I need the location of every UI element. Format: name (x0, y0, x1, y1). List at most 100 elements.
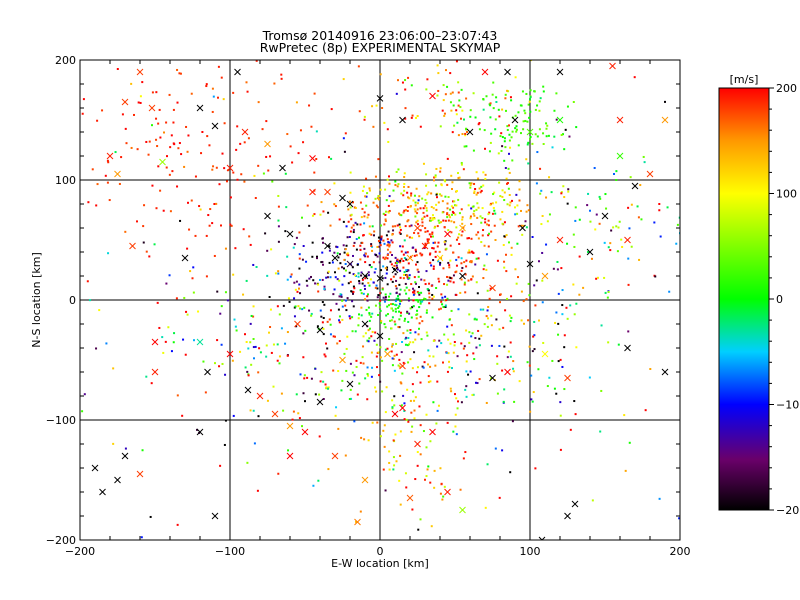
data-point-dot (404, 337, 407, 340)
data-point-dot (374, 267, 377, 270)
data-point-dot (416, 464, 419, 467)
data-point-dot (433, 469, 436, 472)
data-point-dot (341, 318, 344, 321)
data-point-dot (509, 471, 512, 474)
data-point-x (541, 272, 549, 280)
data-point-dot (421, 365, 424, 368)
data-point-dot (394, 285, 397, 288)
data-point-dot (387, 299, 390, 301)
data-point-dot (479, 215, 482, 218)
data-point-dot (322, 317, 325, 319)
data-point-dot (352, 285, 355, 288)
data-point-dot (185, 125, 188, 128)
data-point-dot (319, 213, 322, 216)
data-point-dot (478, 337, 481, 340)
data-point-dot (447, 352, 450, 355)
data-point-dot (460, 234, 463, 237)
data-point-dot (551, 146, 554, 149)
data-point-dot (526, 361, 529, 364)
data-point-dot (383, 424, 386, 427)
data-point-dot (342, 244, 345, 247)
data-point-dot (379, 299, 382, 302)
data-point-dot (421, 300, 424, 303)
data-point-dot (347, 254, 350, 257)
data-point-dot (404, 88, 407, 91)
data-point-dot (545, 122, 548, 125)
data-point-dot (511, 130, 514, 133)
data-point-dot (217, 96, 219, 99)
data-point-dot (306, 376, 309, 379)
data-point-dot (459, 488, 462, 491)
data-point-dot (310, 377, 313, 380)
data-point-dot (385, 386, 388, 389)
data-point-dot (349, 317, 352, 320)
data-point-dot (391, 303, 394, 306)
data-point-dot (388, 338, 391, 340)
data-point-dot (492, 107, 495, 110)
data-point-dot (359, 244, 362, 247)
data-point-dot (81, 410, 84, 413)
data-point-dot (289, 145, 292, 148)
data-point-dot (418, 286, 420, 289)
data-point-dot (535, 182, 538, 185)
data-point-dot (557, 322, 560, 325)
data-point-dot (438, 250, 441, 253)
data-point-dot (232, 91, 235, 94)
data-point-dot (322, 327, 325, 330)
data-point-dot (457, 134, 460, 137)
data-point-dot (473, 358, 476, 361)
data-point-dot (291, 418, 294, 421)
data-point-x (196, 104, 204, 112)
data-point-dot (455, 226, 458, 229)
data-point-dot (416, 268, 419, 271)
data-point-x (444, 488, 451, 496)
data-point-dot (328, 245, 331, 248)
colorbar-tick-label: −200 (776, 504, 800, 517)
data-point-dot (514, 206, 516, 209)
data-point-dot (460, 208, 463, 211)
data-point-x (286, 452, 294, 460)
data-point-dot (527, 319, 530, 322)
data-point-dot (658, 497, 661, 500)
data-point-dot (379, 244, 382, 247)
data-point-dot (208, 144, 211, 147)
data-point-dot (436, 64, 439, 67)
data-point-dot (605, 207, 608, 210)
data-point-dot (389, 319, 392, 322)
data-point-dot (287, 449, 290, 452)
data-point-dot (327, 270, 330, 273)
data-point-dot (335, 245, 338, 248)
data-point-dot (516, 212, 519, 215)
data-point-dot (475, 281, 478, 284)
data-point-dot (446, 207, 449, 210)
data-point-dot (527, 209, 530, 212)
data-point-dot (362, 292, 365, 295)
data-point-dot (322, 210, 325, 213)
data-point-dot (194, 234, 197, 237)
data-point-dot (418, 405, 421, 408)
data-point-dot (604, 291, 607, 294)
data-point-dot (265, 344, 268, 347)
data-point-dot (257, 415, 260, 418)
data-point-x (121, 452, 129, 460)
data-point-dot (414, 299, 417, 302)
data-point-dot (447, 219, 450, 222)
data-point-x (399, 116, 406, 124)
data-point-dot (508, 133, 511, 136)
data-point-dot (536, 135, 539, 138)
data-point-dot (338, 315, 341, 318)
data-point-dot (503, 191, 506, 194)
data-point-dot (155, 117, 158, 120)
data-point-dot (278, 313, 281, 316)
data-point-dot (484, 147, 486, 150)
data-point-dot (499, 135, 502, 138)
data-point-dot (406, 310, 409, 313)
data-point-x (391, 266, 399, 274)
data-point-dot (649, 368, 652, 370)
data-point-dot (526, 143, 529, 146)
data-point-dot (473, 214, 476, 217)
data-point-dot (573, 400, 576, 403)
data-point-dot (449, 101, 452, 104)
data-point-dot (446, 275, 449, 278)
data-point-x (406, 494, 414, 502)
